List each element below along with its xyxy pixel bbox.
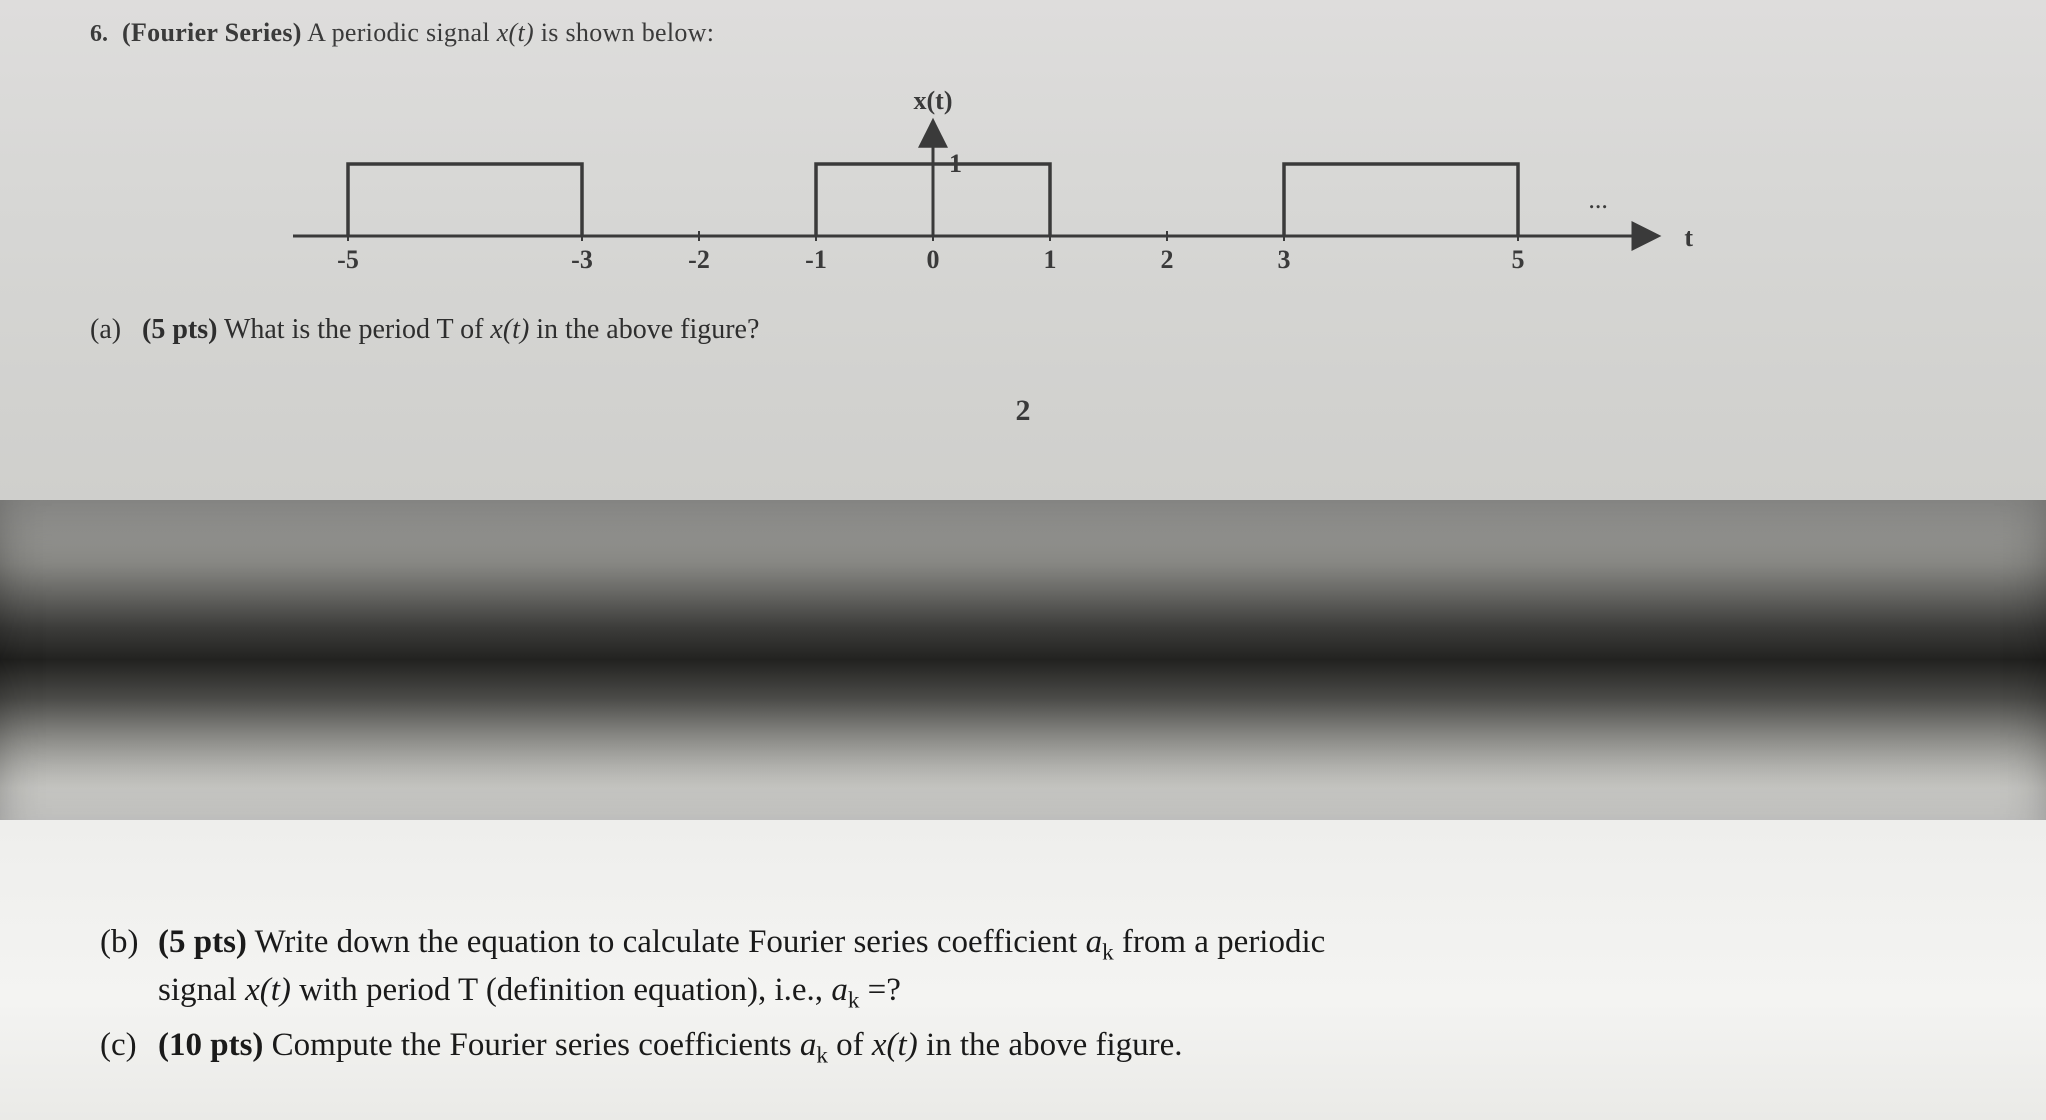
part-b-l1-prefix: Write down the equation to calculate Fou… bbox=[255, 924, 1086, 960]
svg-text:...: ... bbox=[1588, 185, 1608, 214]
page-fold-shadow bbox=[0, 500, 2046, 820]
part-a-tag: (a) bbox=[90, 314, 134, 346]
svg-text:0: 0 bbox=[927, 245, 940, 274]
part-b-signal: x(t) bbox=[245, 972, 291, 1008]
part-b-tag: (b) bbox=[100, 920, 148, 966]
svg-text:-5: -5 bbox=[337, 245, 359, 274]
part-c-mid: of bbox=[828, 1027, 872, 1063]
part-b-l1-suffix: from a periodic bbox=[1114, 924, 1326, 960]
part-b-pts: (5 pts) bbox=[158, 924, 247, 960]
stem-signal: x(t) bbox=[497, 18, 534, 47]
svg-text:3: 3 bbox=[1278, 245, 1291, 274]
part-b: (b) (5 pts) Write down the equation to c… bbox=[100, 920, 1986, 1017]
part-b-coef: ak bbox=[1086, 924, 1114, 960]
part-c-prefix: Compute the Fourier series coefficients bbox=[272, 1027, 800, 1063]
stem-suffix: is shown below: bbox=[534, 18, 714, 47]
signal-svg: -5-3-2-1012351x(t)t...... bbox=[293, 54, 1753, 304]
part-a: (a) (5 pts) What is the period T of x(t)… bbox=[90, 314, 1956, 346]
part-c-suffix: in the above figure. bbox=[918, 1027, 1183, 1063]
svg-text:-3: -3 bbox=[571, 245, 593, 274]
question-number: 6. bbox=[90, 21, 108, 48]
svg-text:2: 2 bbox=[1161, 245, 1174, 274]
top-section: 6. (Fourier Series) A periodic signal x(… bbox=[0, 0, 2046, 500]
part-b-body: (5 pts) Write down the equation to calcu… bbox=[158, 920, 1986, 1017]
part-c: (c) (10 pts) Compute the Fourier series … bbox=[100, 1023, 1986, 1071]
svg-text:5: 5 bbox=[1512, 245, 1525, 274]
exam-page: 6. (Fourier Series) A periodic signal x(… bbox=[0, 0, 2046, 1119]
svg-text:-2: -2 bbox=[688, 245, 710, 274]
part-a-prefix: What is the period T of bbox=[224, 314, 490, 345]
question-6-line: 6. (Fourier Series) A periodic signal x(… bbox=[90, 18, 1956, 48]
question-stem: (Fourier Series) A periodic signal x(t) … bbox=[122, 18, 714, 48]
part-c-signal: x(t) bbox=[872, 1027, 918, 1063]
part-b-l2-prefix: signal bbox=[158, 972, 245, 1008]
part-b-coef2: ak bbox=[831, 972, 859, 1008]
part-a-signal: x(t) bbox=[490, 314, 529, 345]
part-a-body: (5 pts) What is the period T of x(t) in … bbox=[142, 314, 759, 346]
bottom-section: (b) (5 pts) Write down the equation to c… bbox=[0, 820, 2046, 1120]
part-c-tag: (c) bbox=[100, 1023, 148, 1069]
part-a-answer: 2 bbox=[90, 394, 1956, 428]
signal-plot: -5-3-2-1012351x(t)t...... bbox=[293, 54, 1753, 304]
part-c-body: (10 pts) Compute the Fourier series coef… bbox=[158, 1023, 1986, 1071]
part-a-pts: (5 pts) bbox=[142, 314, 217, 345]
part-b-l2-mid: with period T (definition equation), i.e… bbox=[291, 972, 831, 1008]
part-c-coef: ak bbox=[800, 1027, 828, 1063]
svg-text:1: 1 bbox=[1044, 245, 1057, 274]
question-topic: (Fourier Series) bbox=[122, 18, 302, 47]
part-c-pts: (10 pts) bbox=[158, 1027, 263, 1063]
stem-prefix: A periodic signal bbox=[307, 18, 497, 47]
svg-text:t: t bbox=[1684, 223, 1693, 252]
svg-text:x(t): x(t) bbox=[914, 86, 953, 115]
part-a-suffix: in the above figure? bbox=[529, 314, 759, 345]
svg-text:-1: -1 bbox=[805, 245, 827, 274]
part-b-l2-end: =? bbox=[859, 972, 901, 1008]
